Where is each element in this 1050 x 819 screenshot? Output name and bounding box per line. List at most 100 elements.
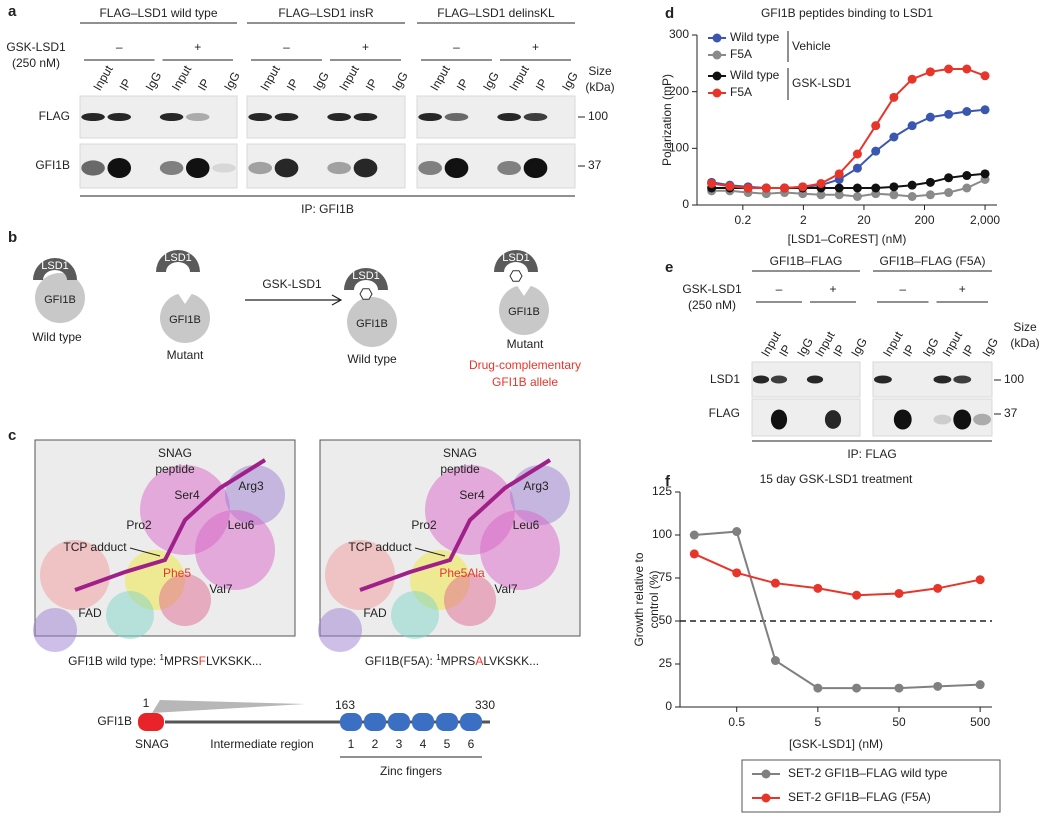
- treatment-sign: +: [829, 282, 836, 296]
- chart-title: GFI1B peptides binding to LSD1: [761, 6, 933, 20]
- data-point: [980, 169, 990, 179]
- data-point: [925, 177, 935, 187]
- caption-part: F: [199, 654, 206, 668]
- caption-part: GFI1B wild type:: [68, 654, 159, 668]
- data-point: [852, 163, 862, 173]
- zinc-finger: [364, 713, 386, 731]
- zinc-finger: [412, 713, 434, 731]
- group-title: FLAG–LSD1 insR: [278, 6, 374, 20]
- finger-number: 1: [348, 737, 355, 751]
- treatment-sign: +: [362, 40, 369, 54]
- structure-blob: [106, 591, 154, 639]
- data-point: [871, 121, 881, 131]
- legend-box: [702, 30, 852, 102]
- band: [185, 158, 210, 178]
- data-point: [962, 107, 972, 116]
- arrow: [245, 294, 343, 306]
- data-point: [707, 178, 717, 188]
- band: [107, 113, 132, 121]
- zinc-finger: [388, 713, 410, 731]
- data-point: [944, 109, 954, 119]
- y-tick-label: 200: [669, 84, 689, 98]
- structure-blob: [40, 540, 110, 610]
- data-point: [894, 683, 904, 693]
- data-point: [925, 67, 935, 77]
- band: [933, 375, 952, 384]
- x-tick-label: 2,000: [970, 213, 1000, 227]
- protein-label: GFI1B: [97, 714, 132, 728]
- size-label: Size: [1013, 320, 1037, 334]
- structure-label: SNAG: [443, 446, 477, 460]
- legend-marker: [712, 33, 722, 43]
- data-point: [780, 183, 790, 193]
- structure-blob: [325, 540, 395, 610]
- structure-label: Leu6: [513, 518, 540, 532]
- data-point: [944, 188, 954, 198]
- ip-label: IP: GFI1B: [301, 202, 354, 216]
- leader: [129, 547, 161, 557]
- band: [274, 113, 299, 121]
- structure-label: Phe5: [163, 566, 191, 580]
- row-label: FLAG: [39, 109, 70, 123]
- structure-label: TCP adduct: [63, 540, 127, 554]
- caption-part: 1: [160, 653, 165, 662]
- y-axis-label: Polarization (mP): [660, 74, 674, 166]
- legend-marker: [712, 50, 722, 60]
- data-point: [852, 149, 862, 159]
- data-point: [907, 180, 917, 190]
- data-point: [907, 192, 917, 201]
- caption: Mutant: [507, 337, 544, 351]
- gfi1b-shape: [160, 293, 210, 343]
- zinc-finger: [460, 713, 482, 731]
- domain-label: SNAG: [135, 737, 169, 751]
- panel-label: f: [665, 473, 671, 490]
- data-point: [816, 190, 826, 200]
- lsd1-label: LSD1: [502, 252, 530, 264]
- finger-number: 6: [468, 737, 475, 751]
- gfi1b-label: GFI1B: [356, 318, 388, 330]
- data-point: [689, 549, 699, 559]
- x-tick-label: 50: [892, 715, 906, 729]
- legend-label: F5A: [730, 85, 752, 99]
- data-point: [907, 74, 917, 84]
- band: [81, 160, 105, 176]
- ip-label: IP: FLAG: [847, 447, 896, 461]
- data-point: [852, 590, 862, 600]
- row-label: LSD1: [710, 372, 740, 386]
- band: [893, 409, 912, 430]
- data-point: [871, 183, 881, 193]
- caption-part: LVKSKK...: [206, 654, 262, 668]
- x-tick-label: 0.2: [734, 213, 751, 227]
- band: [953, 375, 972, 384]
- data-point: [732, 568, 742, 578]
- drug-icon: [509, 270, 523, 282]
- band: [770, 375, 788, 384]
- data-point: [962, 64, 972, 74]
- blot-panel: [79, 143, 238, 189]
- size-value: 37: [1004, 406, 1018, 420]
- data-point: [732, 527, 742, 537]
- size-label: Size: [588, 64, 612, 78]
- legend-label: F5A: [730, 47, 752, 61]
- lsd1-shape: [33, 258, 77, 280]
- data-point: [925, 112, 935, 122]
- position-label: 163: [335, 698, 355, 712]
- domain-label: Zinc fingers: [380, 764, 442, 778]
- band: [159, 113, 184, 121]
- band: [873, 375, 892, 384]
- band: [274, 158, 299, 178]
- snag-box: [138, 713, 164, 731]
- band: [523, 113, 548, 121]
- sequence-caption: GFI1B wild type: 1MPRSFLVKSKK...: [68, 653, 262, 669]
- structure-label: Ser4: [459, 488, 485, 502]
- data-point: [933, 583, 943, 593]
- treatment-label: (250 nM): [12, 56, 60, 70]
- legend-marker: [761, 769, 771, 779]
- snag-wedge: [152, 700, 305, 713]
- band: [159, 161, 184, 175]
- x-tick-label: 2: [800, 213, 807, 227]
- legend-label: SET-2 GFI1B–FLAG wild type: [788, 766, 948, 780]
- structure-blob: [391, 591, 439, 639]
- treatment-sign: –: [453, 40, 460, 54]
- caption-part: GFI1B(F5A):: [365, 654, 436, 668]
